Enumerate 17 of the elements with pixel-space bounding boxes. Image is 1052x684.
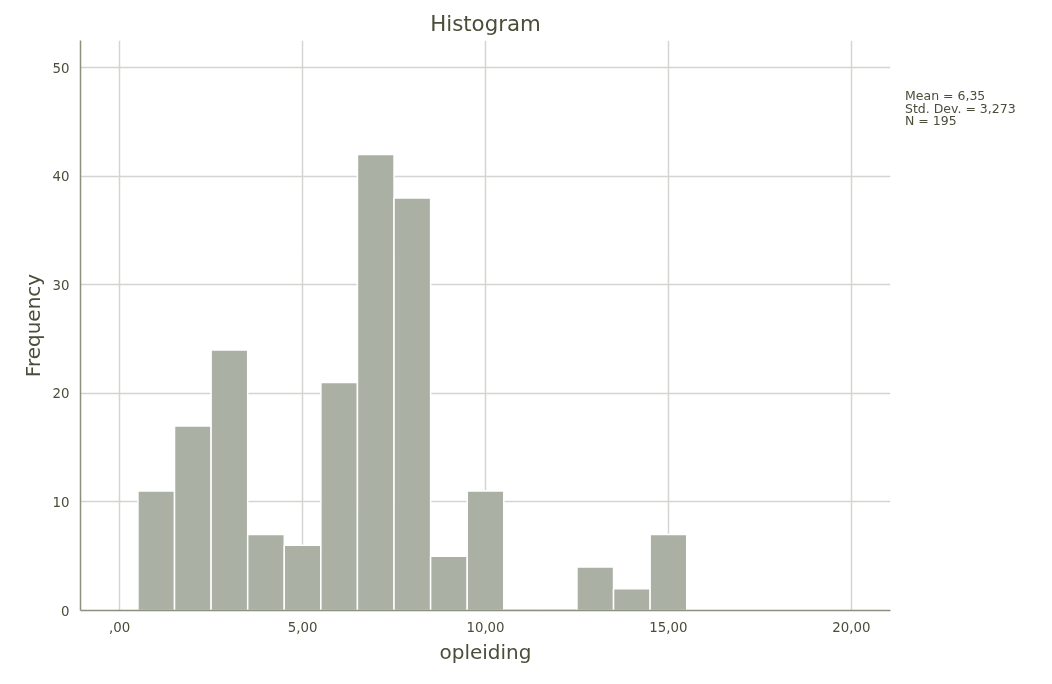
chart-title: Histogram	[430, 10, 541, 36]
x-tick-label: 5,00	[287, 619, 318, 635]
y-tick-label: 40	[52, 169, 70, 185]
y-tick-label: 30	[52, 277, 70, 293]
y-axis-title: Frequency	[20, 273, 45, 378]
y-tick-label: 10	[52, 494, 70, 510]
x-tick-label: 10,00	[466, 619, 505, 635]
x-tick-label: ,00	[109, 619, 131, 635]
x-tick-label: 15,00	[649, 619, 688, 635]
y-tick-label: 20	[52, 386, 70, 402]
y-tick-label: 50	[52, 60, 70, 76]
text: Std. Dev. = 3,273	[905, 100, 1016, 116]
y-tick-label: 0	[61, 603, 70, 619]
text: N = 195	[905, 113, 957, 128]
x-axis-title: opleiding	[439, 639, 532, 664]
x-tick-label: 20,00	[832, 619, 871, 635]
text: Mean = 6,35	[905, 88, 986, 103]
